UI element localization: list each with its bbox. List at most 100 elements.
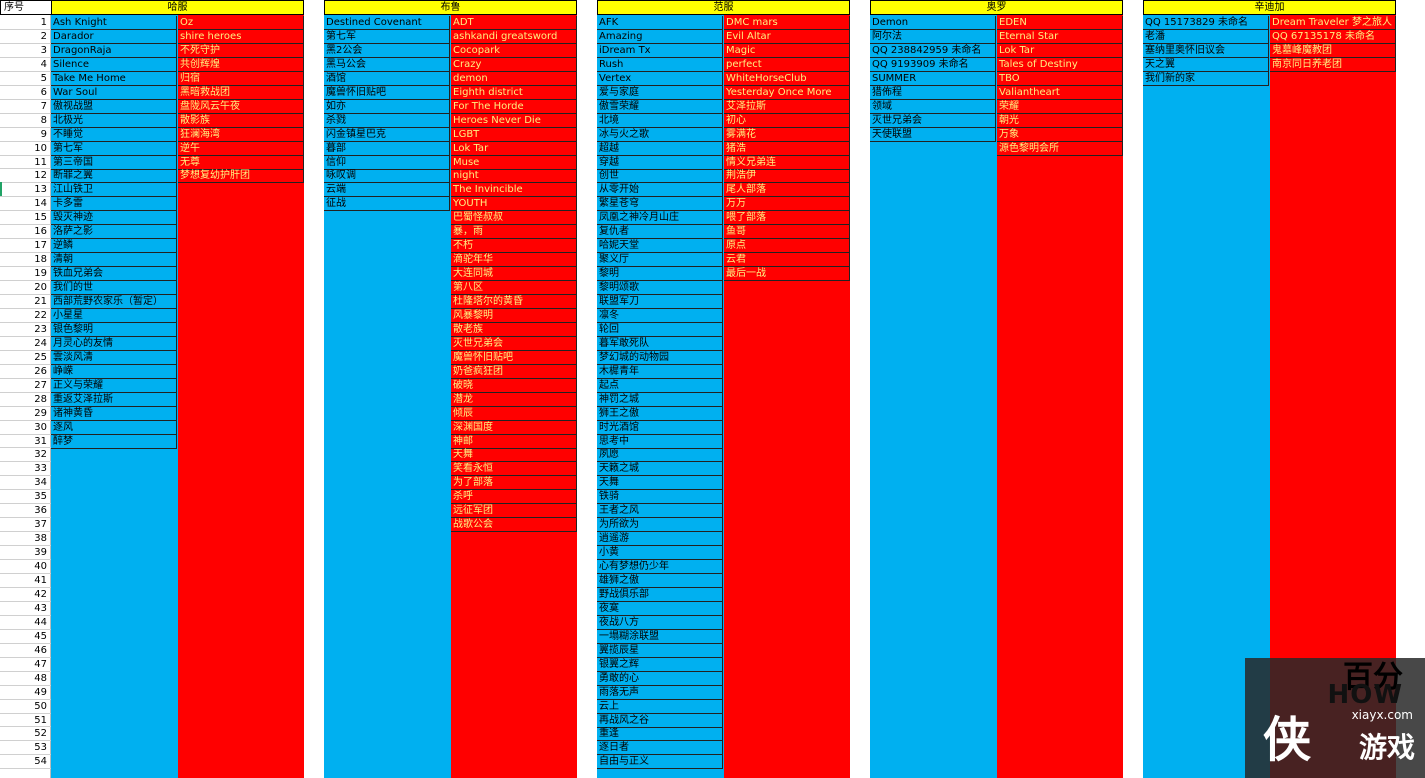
guild-cell[interactable]: 荆浩伊 [724,169,850,184]
guild-cell[interactable]: 闪金镇星巴克 [324,127,450,142]
guild-cell[interactable]: 不死守护 [178,43,304,58]
guild-cell[interactable]: 如亦 [324,99,450,114]
guild-cell[interactable]: DragonRaja [51,43,177,58]
row-number[interactable]: 46 [34,644,47,656]
guild-cell[interactable]: 创世 [597,169,723,184]
guild-cell[interactable]: 猎佈程 [870,85,996,100]
guild-cell[interactable]: 不朽 [451,239,577,254]
guild-cell[interactable]: 爱与家庭 [597,85,723,100]
guild-cell[interactable]: Tales of Destiny [997,57,1123,72]
guild-cell[interactable]: 尾人部落 [724,183,850,198]
guild-cell[interactable]: 杀呼 [451,490,577,505]
guild-cell[interactable]: 鬼墓峰魔教团 [1270,43,1396,58]
row-number[interactable]: 54 [34,756,47,768]
row-number[interactable]: 20 [34,282,47,294]
guild-cell[interactable]: 江山铁卫 [51,183,177,198]
guild-cell[interactable]: 繁星苍穹 [597,197,723,212]
guild-cell[interactable]: 逐日者 [597,741,723,756]
guild-cell[interactable]: 凤凰之神冷月山庄 [597,211,723,226]
guild-cell[interactable]: 西部荒野农家乐（暂定） [51,295,177,309]
guild-cell[interactable]: 杀戮 [324,113,450,128]
guild-cell[interactable]: QQ 238842959 未命名 [870,43,996,58]
row-number[interactable]: 36 [34,505,47,517]
guild-cell[interactable]: 大连同城 [451,267,577,282]
guild-cell[interactable]: 雨落无声 [597,685,723,700]
row-number[interactable]: 22 [34,309,47,321]
guild-cell[interactable]: QQ 15173829 未命名 [1143,16,1269,30]
guild-cell[interactable]: 暮军敢死队 [597,336,723,351]
guild-cell[interactable]: 第三帝国 [51,155,177,170]
row-number[interactable]: 38 [34,533,47,545]
guild-cell[interactable]: 神邮 [451,434,577,449]
guild-cell[interactable]: 醉梦 [51,434,177,449]
guild-cell[interactable]: 从零开始 [597,183,723,198]
guild-cell[interactable]: 我们新的家 [1143,71,1269,86]
row-number[interactable]: 1 [40,17,47,28]
guild-cell[interactable]: LGBT [451,127,577,142]
row-number[interactable]: 18 [34,254,47,266]
guild-cell[interactable]: 梦想复幼护肝团 [178,169,304,184]
guild-cell[interactable]: Ash Knight [51,16,177,30]
row-number[interactable]: 13 [34,184,47,196]
guild-cell[interactable]: 黑2公会 [324,43,450,58]
guild-cell[interactable]: 超越 [597,141,723,156]
row-number[interactable]: 28 [34,393,47,405]
guild-cell[interactable]: Darador [51,29,177,44]
guild-cell[interactable]: Eternal Star [997,29,1123,44]
guild-cell[interactable]: 情义兄弟连 [724,155,850,170]
guild-cell[interactable]: 最后一战 [724,267,850,282]
guild-cell[interactable]: ashkandi greatsword [451,29,577,44]
guild-cell[interactable]: Destined Covenant [324,16,450,30]
guild-cell[interactable]: 傲雪荣耀 [597,99,723,114]
guild-cell[interactable]: 远征军团 [451,504,577,519]
row-number[interactable]: 4 [40,58,47,70]
guild-cell[interactable]: 奶爸疯狂团 [451,364,577,379]
guild-cell[interactable]: perfect [724,57,850,72]
guild-cell[interactable]: 重返艾泽拉斯 [51,392,177,407]
row-number[interactable]: 37 [34,519,47,531]
row-number[interactable]: 42 [34,588,47,600]
guild-cell[interactable]: The Invincible [451,183,577,198]
guild-cell[interactable]: 野战俱乐部 [597,587,723,602]
guild-cell[interactable]: 银翼之辉 [597,657,723,672]
row-number[interactable]: 9 [40,128,47,140]
guild-cell[interactable]: 重逢 [597,727,723,742]
guild-cell[interactable]: 归宿 [178,71,304,86]
guild-cell[interactable]: EDEN [997,16,1123,30]
guild-cell[interactable]: 一塌糊涂联盟 [597,629,723,644]
guild-cell[interactable]: 盘陇风云午夜 [178,99,304,114]
guild-cell[interactable]: 黑暗救战团 [178,85,304,100]
guild-cell[interactable]: 银色黎明 [51,322,177,337]
guild-cell[interactable]: Valiantheart [997,85,1123,100]
guild-cell[interactable]: Eighth district [451,85,577,100]
guild-cell[interactable]: 心有梦想仍少年 [597,560,723,575]
row-number[interactable]: 10 [34,142,47,154]
guild-cell[interactable]: 朝光 [997,113,1123,128]
guild-cell[interactable]: 不睡觉 [51,127,177,142]
guild-cell[interactable]: 穿越 [597,155,723,170]
guild-cell[interactable]: 小星星 [51,308,177,323]
guild-cell[interactable]: 潜龙 [451,392,577,407]
guild-cell[interactable]: 雄狮之傲 [597,574,723,588]
row-number[interactable]: 24 [34,337,47,349]
guild-cell[interactable]: Vertex [597,71,723,86]
guild-cell[interactable]: 梦幻城的动物园 [597,350,723,365]
row-number[interactable]: 14 [34,198,47,210]
guild-cell[interactable]: 暮部 [324,141,450,156]
row-number[interactable]: 8 [40,114,47,126]
guild-cell[interactable]: 万象 [997,127,1123,142]
row-number[interactable]: 51 [34,714,47,726]
row-number[interactable]: 39 [34,547,47,559]
guild-cell[interactable]: 云君 [724,253,850,268]
guild-cell[interactable]: 咏叹调 [324,169,450,184]
guild-cell[interactable]: Heroes Never Die [451,113,577,128]
guild-cell[interactable]: 荣耀 [997,99,1123,114]
guild-cell[interactable]: 诸神黄昏 [51,406,177,421]
guild-cell[interactable]: Lok Tar [451,141,577,156]
guild-cell[interactable]: 暴，雨 [451,225,577,240]
guild-cell[interactable]: 轮回 [597,322,723,337]
guild-cell[interactable]: Lok Tar [997,43,1123,58]
guild-cell[interactable]: 魔兽怀旧贴吧 [324,85,450,100]
guild-cell[interactable]: 为了部落 [451,476,577,491]
row-number[interactable]: 53 [34,742,47,754]
